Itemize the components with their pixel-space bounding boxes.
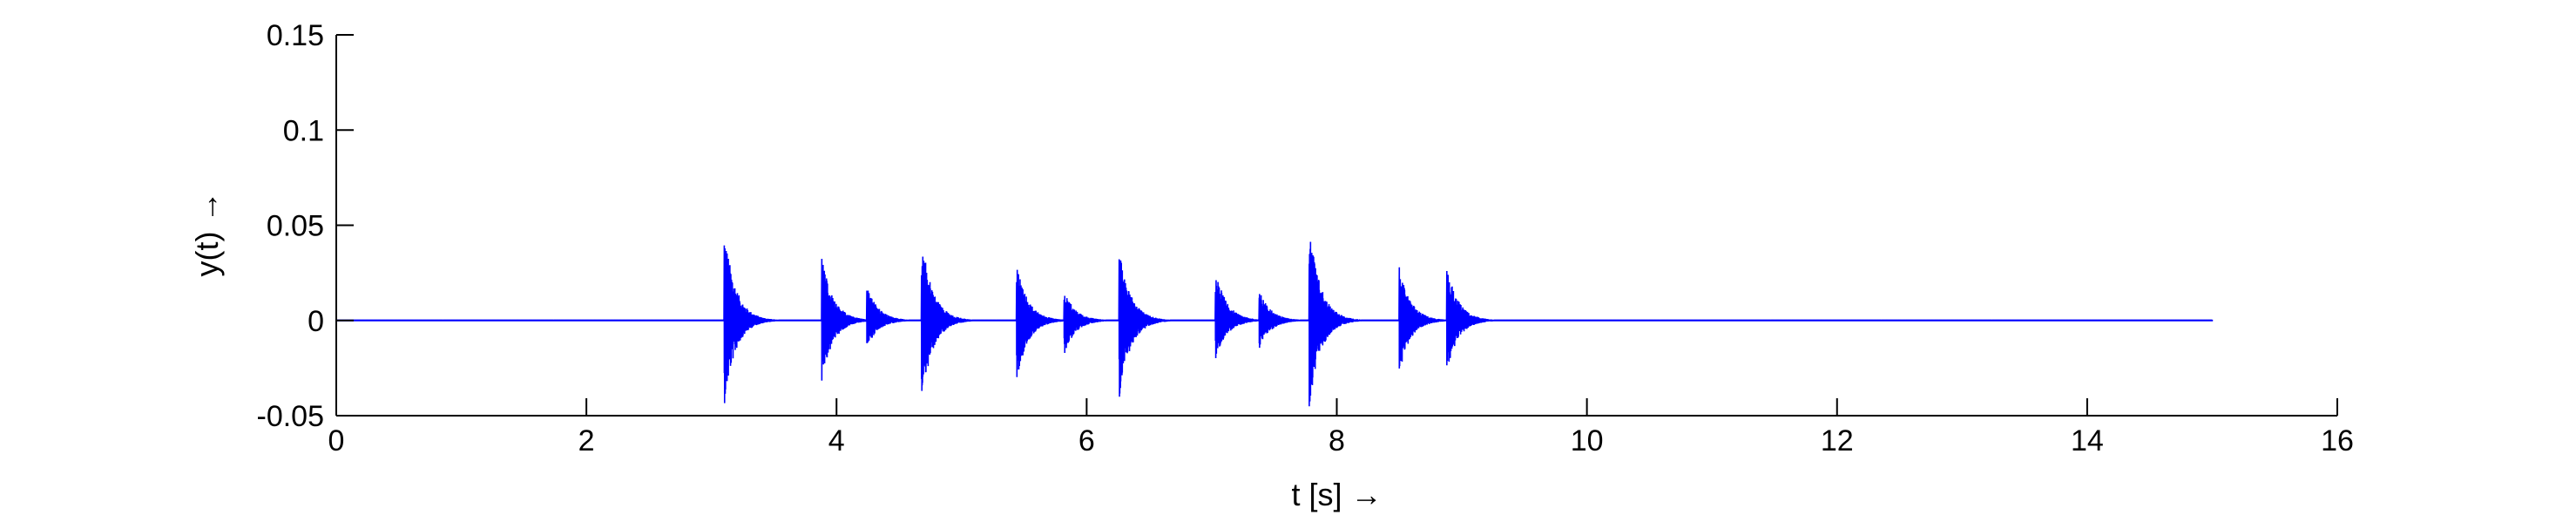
- y-tick-label: 0: [308, 305, 324, 338]
- x-tick-label: 0: [328, 424, 345, 457]
- x-tick-label: 2: [578, 424, 595, 457]
- x-tick-label: 8: [1329, 424, 1345, 457]
- x-tick-label: 10: [1571, 424, 1604, 457]
- signal-series-line: [335, 241, 2214, 407]
- y-tick-label: 0.05: [267, 210, 324, 243]
- y-axis-label: y(t) →: [189, 192, 225, 277]
- series-layer: [335, 241, 2214, 407]
- y-tick-label: 0.15: [267, 19, 324, 52]
- x-tick-label: 16: [2321, 424, 2354, 457]
- x-axis-label: t [s] →: [1291, 477, 1382, 512]
- y-tick-label: 0.1: [283, 114, 324, 147]
- x-tick-label: 14: [2071, 424, 2104, 457]
- y-tick-label: -0.05: [257, 400, 325, 433]
- x-tick-label: 6: [1078, 424, 1095, 457]
- x-tick-label: 12: [1821, 424, 1854, 457]
- x-tick-label: 4: [828, 424, 845, 457]
